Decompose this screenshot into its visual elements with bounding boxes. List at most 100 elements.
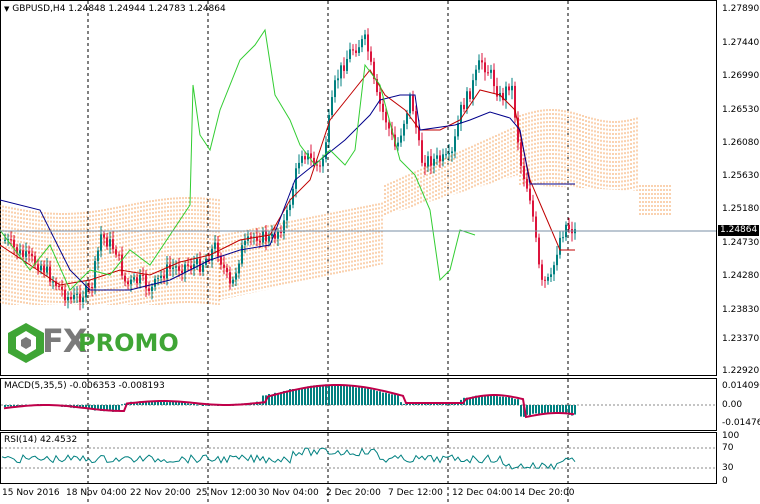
candle-body bbox=[430, 156, 432, 166]
macd-bar bbox=[529, 405, 531, 416]
macd-bar bbox=[301, 388, 303, 405]
candle-body bbox=[364, 34, 366, 40]
price-axis-label: 1.26080 bbox=[722, 138, 760, 148]
candle-body bbox=[31, 253, 33, 257]
candle-body bbox=[385, 111, 387, 123]
macd-bar bbox=[481, 395, 483, 405]
candle-body bbox=[523, 165, 525, 180]
candle-body bbox=[232, 279, 234, 284]
candle-body bbox=[178, 266, 180, 271]
candle-body bbox=[445, 154, 447, 156]
macd-bar bbox=[574, 405, 576, 415]
candle-body bbox=[511, 85, 513, 91]
tenkan-line bbox=[0, 69, 575, 286]
macd-bar bbox=[376, 391, 378, 405]
candle-body bbox=[214, 242, 216, 249]
macd-bar bbox=[517, 399, 519, 405]
candle-body bbox=[361, 39, 363, 48]
logo-promo: PROMO bbox=[78, 329, 179, 357]
macd-bar bbox=[298, 388, 300, 405]
macd-bar bbox=[355, 387, 357, 405]
macd-bar bbox=[424, 403, 426, 405]
macd-bar bbox=[202, 405, 204, 406]
macd-bar bbox=[307, 386, 309, 405]
macd-bar bbox=[157, 401, 159, 405]
candle-body bbox=[472, 80, 474, 99]
macd-bar bbox=[208, 405, 210, 406]
candle-body bbox=[337, 78, 339, 81]
macd-bar bbox=[550, 405, 552, 413]
candle-body bbox=[478, 60, 480, 70]
candle-body bbox=[316, 164, 318, 166]
candle-body bbox=[151, 286, 153, 292]
macd-bar bbox=[154, 401, 156, 405]
macd-bar bbox=[358, 386, 360, 405]
macd-bar bbox=[115, 405, 117, 412]
macd-bar bbox=[178, 402, 180, 405]
candle-body bbox=[517, 117, 519, 143]
candle-body bbox=[535, 216, 537, 238]
candle-body bbox=[367, 34, 369, 52]
candle-body bbox=[100, 234, 102, 251]
candle-body bbox=[103, 234, 105, 238]
candle-body bbox=[406, 113, 408, 124]
macd-bar bbox=[16, 405, 18, 406]
candle-body bbox=[556, 254, 558, 266]
candle-body bbox=[34, 256, 36, 265]
macd-bar bbox=[151, 401, 153, 405]
candle-body bbox=[127, 281, 129, 285]
candle-body bbox=[238, 263, 240, 274]
candle-body bbox=[4, 239, 6, 241]
candle-body bbox=[463, 104, 465, 110]
macd-bar bbox=[388, 393, 390, 405]
candle-body bbox=[529, 188, 531, 201]
candle-body bbox=[280, 231, 282, 234]
rsi-line bbox=[1, 447, 576, 471]
candle-body bbox=[160, 275, 162, 278]
price-axis-label: 1.23830 bbox=[722, 305, 760, 315]
current-price-box: 1.24864 bbox=[718, 225, 760, 236]
candle-body bbox=[97, 250, 99, 262]
time-axis-label: 14 Dec 20:00 bbox=[514, 488, 575, 498]
candle-body bbox=[547, 276, 549, 281]
macd-bar bbox=[502, 396, 504, 405]
candle-body bbox=[154, 278, 156, 287]
macd-bar bbox=[346, 386, 348, 405]
candle-body bbox=[43, 265, 45, 273]
candle-body bbox=[424, 162, 426, 167]
macd-bar bbox=[100, 405, 102, 411]
macd-bar bbox=[91, 405, 93, 410]
candle-body bbox=[457, 123, 459, 137]
macd-bar bbox=[322, 385, 324, 405]
macd-bar bbox=[511, 397, 513, 405]
candle-body bbox=[52, 281, 54, 283]
time-axis-label: 30 Nov 04:00 bbox=[258, 488, 319, 498]
candle-body bbox=[355, 50, 357, 53]
candle-body bbox=[568, 224, 570, 230]
logo-mark-icon bbox=[8, 323, 44, 363]
macd-bar bbox=[328, 385, 330, 405]
candle-body bbox=[400, 135, 402, 143]
triangle-down-icon[interactable]: ▼ bbox=[4, 5, 10, 13]
macd-bar bbox=[349, 385, 351, 405]
candle-body bbox=[226, 267, 228, 273]
candle-body bbox=[475, 69, 477, 81]
macd-bar bbox=[289, 389, 291, 405]
price-axis-label: 1.23370 bbox=[722, 334, 760, 344]
macd-bar bbox=[418, 403, 420, 405]
candle-body bbox=[532, 200, 534, 217]
price-axis-label: 1.26530 bbox=[722, 105, 760, 115]
candle-body bbox=[313, 157, 315, 165]
macd-bar bbox=[304, 387, 306, 405]
candle-body bbox=[496, 86, 498, 97]
time-axis-label: 7 Dec 12:00 bbox=[388, 488, 443, 498]
candle-body bbox=[454, 136, 456, 152]
macd-bar bbox=[10, 405, 12, 407]
candle-body bbox=[139, 274, 141, 284]
candle-body bbox=[244, 240, 246, 246]
candle-body bbox=[79, 293, 81, 303]
macd-bar bbox=[553, 405, 555, 413]
macd-bar bbox=[484, 395, 486, 405]
